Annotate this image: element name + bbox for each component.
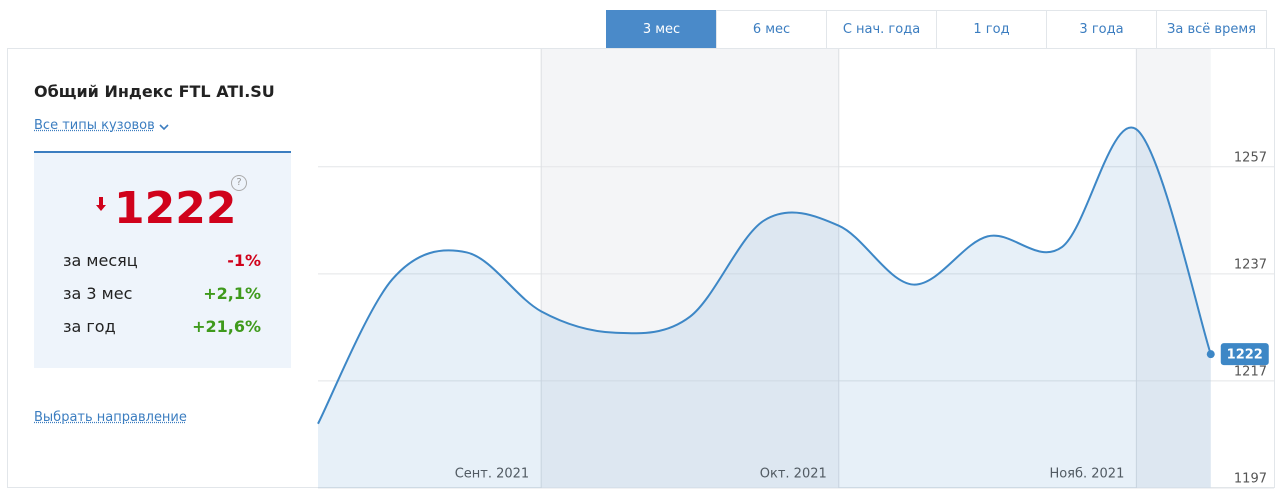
value-label: 1222 xyxy=(1227,348,1263,363)
index-box: 1222 ? за месяц -1% за 3 мес +2,1% за год +21… xyxy=(34,151,291,368)
stat-value: +2,1% xyxy=(203,284,261,303)
panel-title: Общий Индекс FTL ATI.SU xyxy=(34,82,275,101)
x-tick-label: Сент. 2021 xyxy=(455,467,530,482)
index-value: 1222 xyxy=(114,183,237,234)
period-tab[interactable]: С нач. года xyxy=(826,10,937,48)
period-tab[interactable]: 1 год xyxy=(936,10,1047,48)
down-arrow xyxy=(96,197,106,211)
y-tick-label: 1217 xyxy=(1234,364,1267,379)
stat-row: за месяц -1% xyxy=(63,251,261,270)
line xyxy=(317,126,1212,425)
x-tick-label: Окт. 2021 xyxy=(760,467,827,482)
stat-row: за год +21,6% xyxy=(63,317,261,336)
period-tab[interactable]: За всё время xyxy=(1156,10,1267,48)
stat-value: +21,6% xyxy=(192,317,261,336)
area xyxy=(318,127,1211,488)
last-point xyxy=(1206,350,1215,359)
value-badge xyxy=(1220,343,1269,366)
y-tick-label: 1237 xyxy=(1234,257,1267,272)
stat-value: -1% xyxy=(227,251,261,270)
index-panel: Общий Индекс FTL ATI.SU Все типы кузовов… xyxy=(7,48,318,488)
period-tab[interactable]: 6 мес xyxy=(716,10,827,48)
help-icon[interactable]: ? xyxy=(231,175,247,191)
period-tab[interactable]: 3 года xyxy=(1046,10,1157,48)
y-tick-label: 1197 xyxy=(1234,472,1267,487)
body-type-link[interactable]: Все типы кузовов xyxy=(34,118,155,133)
stat-row: за 3 мес +2,1% xyxy=(63,284,261,303)
x-tick-label: Нояб. 2021 xyxy=(1049,467,1124,482)
period-tabs: 3 мес 6 мес С нач. года 1 год 3 года За всё в… xyxy=(606,10,1267,48)
period-tab[interactable]: 3 мес xyxy=(606,10,717,48)
stat-label: за месяц xyxy=(63,251,138,270)
month-band xyxy=(1136,49,1211,488)
stat-label: за год xyxy=(63,317,116,336)
y-tick-label: 1257 xyxy=(1234,150,1267,165)
month-band xyxy=(541,49,839,488)
chevron xyxy=(159,124,169,131)
stat-label: за 3 мес xyxy=(63,284,133,303)
direction-link[interactable]: Выбрать направление xyxy=(34,410,187,425)
